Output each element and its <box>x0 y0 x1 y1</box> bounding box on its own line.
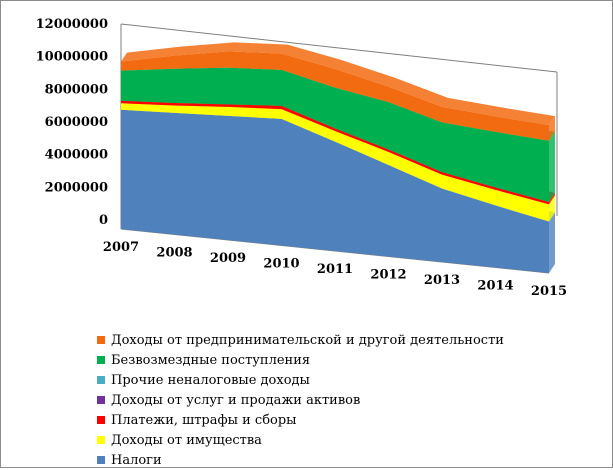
x-tick-label: 2008 <box>156 246 192 261</box>
series-areas <box>121 42 555 274</box>
legend-item: Доходы от услуг и продажи активов <box>97 390 597 410</box>
x-tick-label: 2013 <box>424 273 460 288</box>
legend-swatch <box>97 336 105 344</box>
series-end-face <box>549 195 555 222</box>
legend-swatch <box>97 416 105 424</box>
y-tick-label: 8000000 <box>45 82 108 97</box>
x-tick-label: 2009 <box>210 251 246 266</box>
x-tick-label: 2010 <box>263 257 299 272</box>
legend-label: Доходы от услуг и продажи активов <box>111 392 361 408</box>
series-end-face <box>549 212 555 273</box>
x-tick-label: 2015 <box>531 284 567 299</box>
y-axis-ticks: 0 2000000 4000000 6000000 8000000 10000000 120… <box>36 17 108 228</box>
legend-label: Доходы от имущества <box>111 432 262 448</box>
legend-label: Прочие неналоговые доходы <box>111 372 310 388</box>
y-tick-label: 0 <box>99 213 108 228</box>
legend-label: Налоги <box>111 452 162 468</box>
legend-swatch <box>97 376 105 384</box>
legend-item: Платежи, штрафы и сборы <box>97 410 597 430</box>
legend-swatch <box>97 356 105 364</box>
legend-item: Доходы от предпринимательской и другой д… <box>97 330 597 350</box>
legend-label: Платежи, штрафы и сборы <box>111 412 297 428</box>
y-tick-label: 6000000 <box>45 115 108 130</box>
series-area <box>121 67 549 202</box>
series-area <box>121 51 549 141</box>
series-end-face <box>549 192 555 205</box>
series-end-face <box>549 131 555 202</box>
y-tick-label: 12000000 <box>36 17 108 32</box>
x-tick-label: 2007 <box>103 240 139 255</box>
y-tick-label: 4000000 <box>45 148 108 163</box>
legend-item: Прочие неналоговые доходы <box>97 370 597 390</box>
legend-item: Доходы от имущества <box>97 430 597 450</box>
x-tick-label: 2012 <box>370 268 406 283</box>
x-tick-label: 2011 <box>317 262 353 277</box>
legend-swatch <box>97 456 105 464</box>
y-tick-label: 10000000 <box>36 50 108 65</box>
series-top-face <box>121 42 555 126</box>
legend: Доходы от предпринимательской и другой д… <box>97 330 597 470</box>
x-axis-ticks: 2007 2008 2009 2010 2011 2012 2013 2014 2015 <box>103 240 567 299</box>
legend-label: Доходы от предпринимательской и другой д… <box>111 332 504 348</box>
back-wall-top-line <box>120 23 558 73</box>
legend-swatch <box>97 436 105 444</box>
series-end-face <box>549 116 555 141</box>
x-tick-label: 2014 <box>477 279 513 294</box>
y-tick-label: 2000000 <box>45 180 108 195</box>
legend-label: Безвозмездные поступления <box>111 352 311 368</box>
legend-swatch <box>97 396 105 404</box>
legend-item: Налоги <box>97 450 597 470</box>
series-area <box>121 109 549 274</box>
legend-item: Безвозмездные поступления <box>97 350 597 370</box>
